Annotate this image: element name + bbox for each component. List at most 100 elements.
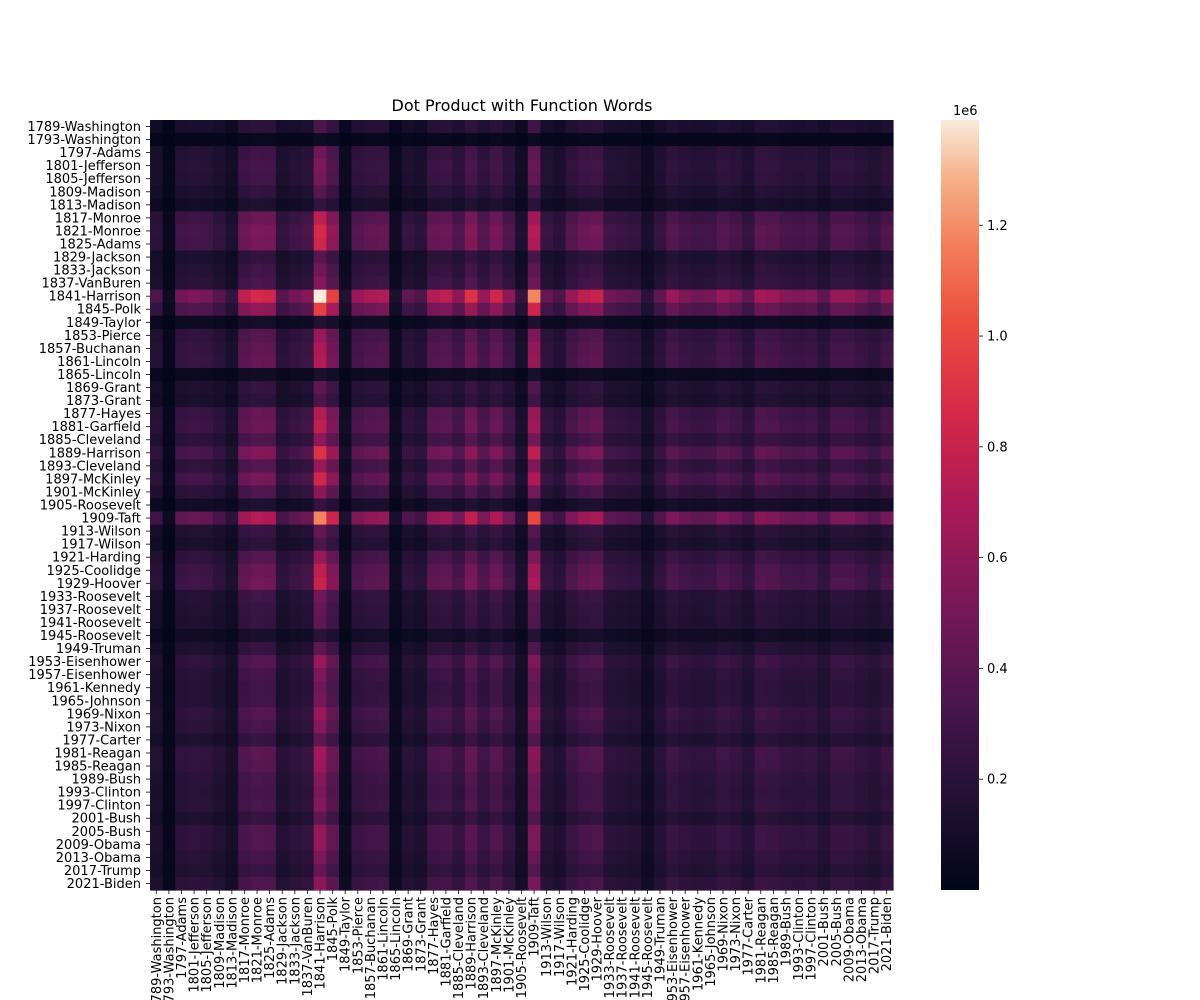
heatmap-cell [200, 120, 214, 134]
heatmap-cell [729, 341, 743, 356]
heatmap-cell [464, 289, 479, 304]
heatmap-cell [250, 511, 264, 526]
heatmap-cell [313, 850, 327, 865]
heatmap-cell [540, 315, 554, 330]
heatmap-cell [527, 733, 541, 748]
heatmap-cell [767, 876, 781, 891]
heatmap-cell [401, 250, 416, 265]
heatmap-cell [401, 381, 416, 395]
heatmap-cell [238, 276, 252, 291]
heatmap-cell [578, 433, 592, 447]
heatmap-cell [150, 446, 164, 460]
heatmap-cell [351, 407, 365, 421]
heatmap-cell [603, 511, 617, 526]
heatmap-cell [427, 198, 441, 212]
heatmap-cell [452, 668, 466, 682]
heatmap-cell [401, 289, 416, 304]
heatmap-cell [615, 354, 630, 369]
heatmap-cell [301, 602, 315, 617]
heatmap-cell [641, 524, 655, 539]
heatmap-cell [628, 824, 642, 839]
heatmap-cell [628, 628, 642, 643]
heatmap-cell [225, 354, 239, 369]
heatmap-cell [212, 811, 227, 826]
heatmap-cell [830, 276, 844, 291]
heatmap-cell [313, 837, 327, 852]
heatmap-cell [552, 798, 567, 813]
heatmap-cell [565, 146, 579, 160]
heatmap-cell [175, 615, 189, 630]
heatmap-cell [792, 250, 806, 265]
heatmap-cell [716, 185, 730, 199]
heatmap-cell [326, 328, 340, 343]
heatmap-cell [238, 407, 252, 421]
heatmap-cell [691, 668, 705, 682]
heatmap-cell [804, 446, 819, 460]
heatmap-cell [615, 433, 630, 447]
heatmap-cell [603, 589, 617, 604]
heatmap-cell [754, 341, 768, 356]
heatmap-cell [804, 550, 819, 565]
heatmap-cell [477, 394, 491, 408]
heatmap-cell [502, 472, 516, 487]
heatmap-cell [792, 198, 806, 212]
heatmap-cell [301, 615, 315, 630]
heatmap-cell [338, 798, 353, 813]
heatmap-cell [880, 863, 894, 878]
heatmap-cell [464, 589, 479, 604]
heatmap-cell [666, 433, 680, 447]
heatmap-cell [666, 146, 680, 160]
heatmap-cell [502, 628, 516, 643]
heatmap-cell [817, 289, 831, 304]
heatmap-cell [427, 589, 441, 604]
heatmap-cell [187, 668, 201, 682]
heatmap-cell [540, 811, 554, 826]
heatmap-cell [250, 498, 264, 513]
heatmap-cell [502, 289, 516, 304]
heatmap-cell [792, 341, 806, 356]
heatmap-cell [351, 563, 365, 578]
heatmap-cell [389, 798, 403, 813]
heatmap-cell [515, 211, 529, 226]
heatmap-cell [590, 694, 604, 708]
heatmap-cell [502, 237, 516, 252]
heatmap-cell [326, 863, 340, 878]
heatmap-cell [603, 537, 617, 552]
heatmap-cell [263, 785, 277, 800]
heatmap-cell [628, 433, 642, 447]
heatmap-cell [552, 211, 567, 226]
heatmap-cell [678, 407, 693, 421]
heatmap-cell [792, 315, 806, 330]
heatmap-cell [238, 446, 252, 460]
heatmap-cell [477, 133, 491, 147]
heatmap-cell [452, 589, 466, 604]
heatmap-cell [225, 863, 239, 878]
heatmap-cell [867, 237, 881, 252]
heatmap-cell [729, 876, 743, 891]
heatmap-cell [590, 367, 604, 382]
heatmap-cell [427, 302, 441, 317]
heatmap-cell [364, 133, 378, 147]
heatmap-cell [779, 433, 793, 447]
heatmap-cell [301, 642, 315, 656]
heatmap-cell [666, 446, 680, 460]
heatmap-cell [729, 759, 743, 774]
heatmap-cell [427, 211, 441, 226]
heatmap-cell [452, 602, 466, 617]
heatmap-cell [351, 146, 365, 160]
heatmap-cell [439, 589, 453, 604]
x-tick-label: 1869-Grant [402, 897, 417, 972]
heatmap-cell [855, 237, 869, 252]
x-tick-label: 1841-Harrison [314, 897, 329, 990]
heatmap-cell [175, 811, 189, 826]
heatmap-cell [792, 354, 806, 369]
heatmap-cell [439, 120, 453, 134]
heatmap-cell [527, 459, 541, 473]
heatmap-cell [817, 433, 831, 447]
heatmap-cell [515, 733, 529, 748]
heatmap-cell [779, 198, 793, 212]
heatmap-cell [464, 628, 479, 643]
heatmap-cell [200, 381, 214, 395]
heatmap-cell [817, 198, 831, 212]
heatmap-cell [427, 837, 441, 852]
